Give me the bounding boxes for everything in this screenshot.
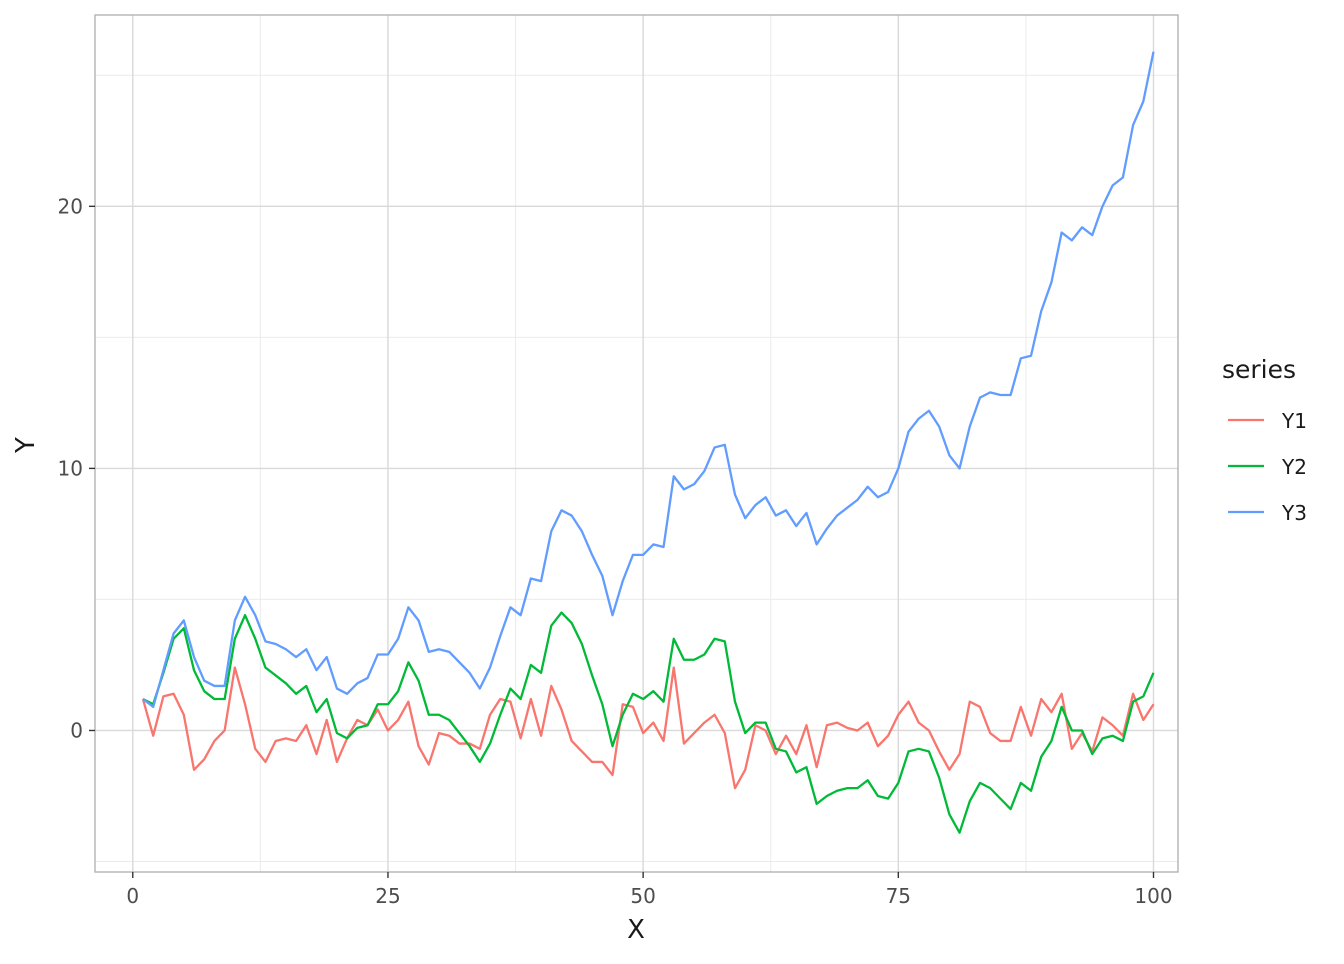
series-line-y2: [142, 611, 1155, 834]
x-tick-label: 50: [630, 884, 655, 908]
y-axis-ticks: 0 10 20: [58, 194, 95, 742]
x-tick-label: 0: [126, 884, 139, 908]
legend-title: series: [1222, 355, 1296, 384]
series-lines: [141, 51, 1155, 834]
x-tick-label: 75: [886, 884, 911, 908]
y-axis-title: Y: [11, 437, 41, 454]
minor-gridlines: [95, 15, 1178, 872]
legend-items: Y1 Y2 Y3: [1228, 409, 1307, 525]
legend-label-y2: Y2: [1281, 455, 1307, 479]
y-tick-label: 10: [58, 456, 83, 480]
panel-border: [94, 14, 1179, 873]
y-tick-label: 0: [70, 718, 83, 742]
y-tick-label: 20: [58, 194, 83, 218]
x-axis-title: X: [627, 915, 645, 945]
x-axis-ticks: 0 25 50 75 100: [126, 872, 1173, 908]
x-tick-label: 25: [375, 884, 400, 908]
legend-label-y3: Y3: [1281, 501, 1307, 525]
series-line-y3: [142, 51, 1155, 709]
legend-label-y1: Y1: [1281, 409, 1307, 433]
legend: series Y1 Y2 Y3: [1222, 355, 1307, 525]
x-tick-label: 100: [1134, 884, 1172, 908]
major-gridlines: [95, 15, 1178, 872]
series-line-y1: [141, 666, 1155, 790]
